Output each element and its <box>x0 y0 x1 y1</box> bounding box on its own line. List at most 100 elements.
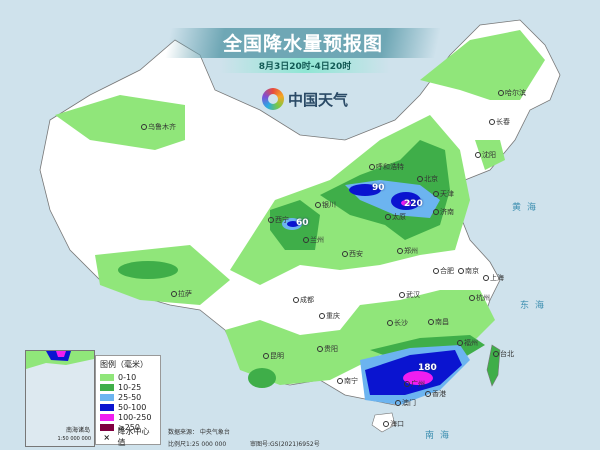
city-label-text: 哈尔滨 <box>505 89 526 97</box>
city-label-text: 郑州 <box>404 247 418 255</box>
city-label: 沈阳 <box>474 151 496 159</box>
city-label-text: 合肥 <box>440 267 454 275</box>
city-label: 兰州 <box>302 236 324 244</box>
sea-label-text: 东海 <box>520 301 551 311</box>
city-marker-icon <box>469 295 475 301</box>
logo-icon <box>262 88 284 110</box>
city-marker-icon <box>498 90 504 96</box>
legend-item-label: 50-100 <box>118 402 147 412</box>
city-marker-icon <box>303 237 309 243</box>
city-label-text: 呼和浩特 <box>376 163 404 171</box>
logo-text: 中国天气 <box>288 90 349 109</box>
city-marker-icon <box>342 251 348 257</box>
city-label-text: 南昌 <box>435 318 449 326</box>
city-marker-icon <box>489 119 495 125</box>
precip-center-value: 180 <box>418 363 437 373</box>
city-label-text: 西宁 <box>275 216 289 224</box>
city-marker-icon <box>268 217 274 223</box>
city-label-text: 南宁 <box>344 377 358 385</box>
legend: 图例（毫米） 0-10 10-25 25-50 50-100 100-250 ≥250 ×… <box>95 355 161 447</box>
sea-label: 东海 <box>520 298 550 311</box>
city-label-text: 福州 <box>464 339 478 347</box>
city-label-text: 长沙 <box>394 319 408 327</box>
page-title: 全国降水量预报图 <box>222 33 383 55</box>
city-label: 上海 <box>482 274 504 282</box>
city-label-text: 澳门 <box>402 399 416 407</box>
city-label: 广州 <box>403 380 425 388</box>
city-label: 太原 <box>384 213 406 221</box>
city-marker-icon <box>337 378 343 384</box>
legend-title: 图例（毫米） <box>100 360 148 369</box>
city-label-text: 杭州 <box>476 294 490 302</box>
city-marker-icon <box>458 268 464 274</box>
inset-scale: 1:50 000 000 <box>57 436 92 442</box>
rain-100-250 <box>401 200 433 385</box>
city-marker-icon <box>425 391 431 397</box>
city-marker-icon <box>383 421 389 427</box>
city-marker-icon <box>475 152 481 158</box>
city-marker-icon <box>457 340 463 346</box>
precip-center-value-text: 220 <box>404 199 423 209</box>
city-marker-icon <box>293 297 299 303</box>
precip-center-value-text: 60 <box>296 218 309 228</box>
city-marker-icon <box>417 176 423 182</box>
city-label: 西宁 <box>267 216 289 224</box>
legend-swatch <box>100 403 114 411</box>
precip-center-value-text: 90 <box>372 183 385 193</box>
city-label-text: 重庆 <box>326 312 340 320</box>
precip-center-value: 90 <box>372 183 385 193</box>
city-label: 台北 <box>492 350 514 358</box>
city-label-text: 海口 <box>390 420 404 428</box>
city-marker-icon <box>319 313 325 319</box>
city-label-text: 天津 <box>440 190 454 198</box>
city-label: 银川 <box>314 201 336 209</box>
city-marker-icon <box>387 320 393 326</box>
city-label: 济南 <box>432 208 454 216</box>
sea-label-text: 南海 <box>425 431 456 441</box>
city-label: 南宁 <box>336 377 358 385</box>
city-label-text: 沈阳 <box>482 151 496 159</box>
city-marker-icon <box>399 292 405 298</box>
city-label: 重庆 <box>318 312 340 320</box>
city-label: 南昌 <box>427 318 449 326</box>
city-label-text: 太原 <box>392 213 406 221</box>
city-label-text: 北京 <box>424 175 438 183</box>
city-label-text: 西安 <box>349 250 363 258</box>
city-marker-icon <box>263 353 269 359</box>
city-label-text: 长春 <box>496 118 510 126</box>
inset-map <box>26 351 94 369</box>
city-marker-icon <box>141 124 147 130</box>
city-label: 香港 <box>424 390 446 398</box>
forecast-period: 8月3日20时-4日20时 <box>220 58 390 73</box>
city-label-text: 上海 <box>490 274 504 282</box>
city-label: 福州 <box>456 339 478 347</box>
legend-swatch <box>100 423 114 431</box>
precip-center-value: 60 <box>296 218 309 228</box>
legend-center-marker: × 降水中心值 <box>100 427 156 447</box>
city-label-text: 香港 <box>432 390 446 398</box>
city-label-text: 广州 <box>411 380 425 388</box>
city-marker-icon <box>433 191 439 197</box>
data-source: 数据来源： 中央气象台 <box>168 429 230 436</box>
city-label: 西安 <box>341 250 363 258</box>
city-label-text: 台北 <box>500 350 514 358</box>
city-marker-icon <box>369 164 375 170</box>
legend-item: 10-25 <box>100 382 156 392</box>
city-label: 乌鲁木齐 <box>140 123 176 131</box>
legend-swatch <box>100 393 114 401</box>
inset-name: 南海诸岛 <box>65 427 90 434</box>
city-marker-icon <box>171 291 177 297</box>
city-label-text: 乌鲁木齐 <box>148 123 176 131</box>
city-label-text: 成都 <box>300 296 314 304</box>
city-marker-icon <box>493 351 499 357</box>
city-marker-icon <box>397 248 403 254</box>
city-label: 昆明 <box>262 352 284 360</box>
city-label: 长沙 <box>386 319 408 327</box>
city-label: 贵阳 <box>316 345 338 353</box>
south-china-sea-inset: 南海诸岛 1:50 000 000 <box>25 350 95 447</box>
legend-item: ≥250 <box>100 422 156 432</box>
city-marker-icon <box>404 381 410 387</box>
legend-swatch <box>100 383 114 391</box>
city-label-text: 贵阳 <box>324 345 338 353</box>
